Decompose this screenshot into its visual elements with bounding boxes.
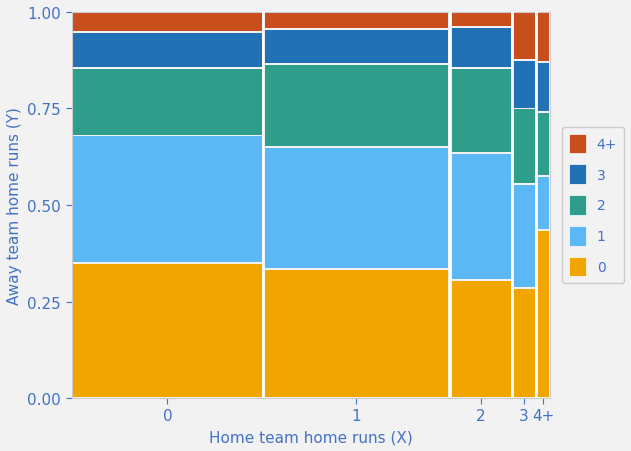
X-axis label: Home team home runs (X): Home team home runs (X) xyxy=(209,429,413,444)
Bar xyxy=(513,185,534,287)
Bar xyxy=(513,14,534,60)
Bar xyxy=(73,34,262,68)
Bar xyxy=(73,70,262,135)
Bar xyxy=(264,14,449,29)
Bar xyxy=(451,155,510,280)
Legend: 4+, 3, 2, 1, 0: 4+, 3, 2, 1, 0 xyxy=(562,128,624,284)
Bar xyxy=(537,64,549,112)
Bar xyxy=(537,14,549,62)
Bar xyxy=(451,282,510,397)
Bar xyxy=(513,110,534,184)
Bar xyxy=(73,14,262,32)
Bar xyxy=(264,31,449,64)
Bar xyxy=(451,14,510,28)
Bar xyxy=(73,264,262,397)
Bar xyxy=(451,29,510,68)
Bar xyxy=(451,70,510,152)
Bar xyxy=(537,178,549,230)
Bar xyxy=(537,231,549,397)
Bar xyxy=(513,290,534,397)
Bar xyxy=(73,137,262,262)
Y-axis label: Away team home runs (Y): Away team home runs (Y) xyxy=(7,107,22,304)
Bar xyxy=(537,114,549,176)
Bar xyxy=(264,270,449,397)
Bar xyxy=(513,62,534,108)
Bar xyxy=(264,149,449,268)
Bar xyxy=(264,66,449,147)
